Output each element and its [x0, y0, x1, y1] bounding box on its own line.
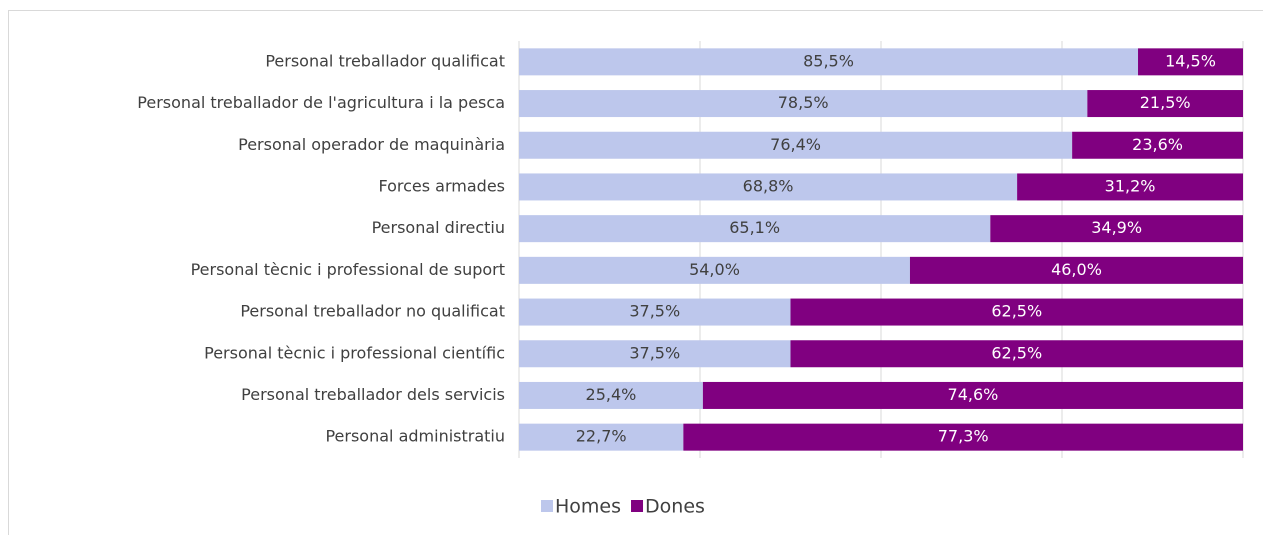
bar-segment	[909, 256, 1243, 284]
data-label: 37,5%	[629, 302, 680, 321]
y-tick-label: Personal treballador dels servicis	[241, 385, 505, 404]
y-tick-label: Personal operador de maquinària	[238, 135, 505, 154]
bar-segment	[790, 340, 1243, 368]
data-label: 76,4%	[770, 135, 821, 154]
data-label: 21,5%	[1140, 93, 1191, 112]
bar-segment	[519, 381, 703, 409]
data-label: 37,5%	[629, 343, 680, 362]
bar-segment	[683, 423, 1243, 451]
y-tick-label: Personal directiu	[372, 218, 505, 237]
y-tick-label: Personal administratiu	[325, 427, 505, 446]
bar-segment	[1072, 131, 1243, 159]
bar-segment	[519, 90, 1088, 118]
bar-segment	[519, 48, 1139, 76]
legend-label: Homes	[555, 496, 621, 518]
data-label: 62,5%	[991, 302, 1042, 321]
legend-swatch	[631, 500, 644, 512]
bar-segment	[519, 256, 910, 284]
data-label: 78,5%	[778, 93, 829, 112]
data-label: 23,6%	[1132, 135, 1183, 154]
bar-segment	[1017, 173, 1243, 201]
data-label: 25,4%	[586, 385, 637, 404]
bar-segment	[519, 173, 1018, 201]
bar-segment	[519, 298, 791, 326]
data-label: 65,1%	[729, 218, 780, 237]
bar-segment	[519, 423, 684, 451]
data-label: 31,2%	[1105, 176, 1156, 195]
data-label: 34,9%	[1091, 218, 1142, 237]
bar-segment	[519, 215, 991, 243]
data-label: 74,6%	[948, 385, 999, 404]
y-tick-label: Personal tècnic i professional de suport	[191, 260, 505, 279]
bar-segment	[1087, 90, 1243, 118]
bar-segment	[519, 131, 1073, 159]
data-label: 14,5%	[1165, 51, 1216, 70]
data-label: 68,8%	[743, 176, 794, 195]
y-tick-label: Personal treballador de l'agricultura i …	[137, 93, 505, 112]
legend-label: Dones	[645, 496, 705, 518]
data-label: 77,3%	[938, 427, 989, 446]
bar-segment	[990, 215, 1243, 243]
data-label: 85,5%	[803, 51, 854, 70]
bar-segment	[519, 340, 791, 368]
y-tick-label: Personal treballador qualificat	[265, 51, 505, 70]
data-label: 22,7%	[576, 427, 627, 446]
y-tick-label: Personal treballador no qualificat	[240, 302, 505, 321]
y-tick-label: Personal tècnic i professional científic	[204, 343, 505, 362]
bar-segment	[1138, 48, 1243, 76]
chart-frame	[8, 10, 1263, 535]
y-tick-label: Forces armades	[378, 176, 505, 195]
data-label: 54,0%	[689, 260, 740, 279]
bar-segment	[790, 298, 1243, 326]
legend-swatch	[541, 500, 553, 512]
data-label: 62,5%	[991, 343, 1042, 362]
bar-segment	[702, 381, 1243, 409]
data-label: 46,0%	[1051, 260, 1102, 279]
